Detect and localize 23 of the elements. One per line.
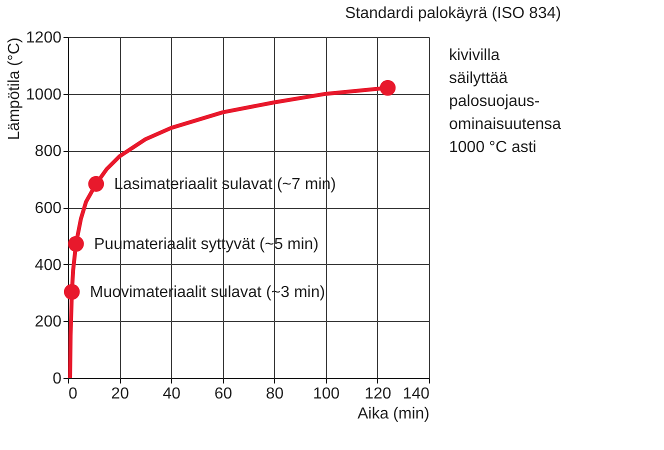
x-tick-label: 0 [68,386,78,402]
x-tick-label: 80 [266,386,284,402]
x-axis-title: Aika (min) [357,406,430,422]
point [64,284,80,300]
point [380,80,396,96]
point [68,236,84,252]
y-tick-label: 600 [34,200,62,217]
point [88,176,104,192]
y-tick-label: 200 [34,314,62,331]
x-tick-label: 100 [313,386,340,402]
y-tick-label: 0 [52,370,62,388]
x-tick-label: 60 [214,386,232,402]
x-tick-label: 140 [402,386,430,402]
y-tick-label: 1000 [26,86,62,104]
x-tick-label: 120 [364,386,392,402]
chart-title: Standardi palokäyrä (ISO 834) [344,5,562,22]
x-tick-label: 40 [162,386,181,402]
y-tick-label: 1200 [26,30,62,46]
y-tick-label: 400 [34,256,62,274]
y-axis-title: Lämpötila (°C) [6,38,23,140]
x-tick-label: 20 [111,386,130,402]
y-tick-label: 800 [34,143,62,160]
text: kivivilla säilyttää palosuojaus- ominaisuutensa 1000 °C asti [449,47,562,156]
